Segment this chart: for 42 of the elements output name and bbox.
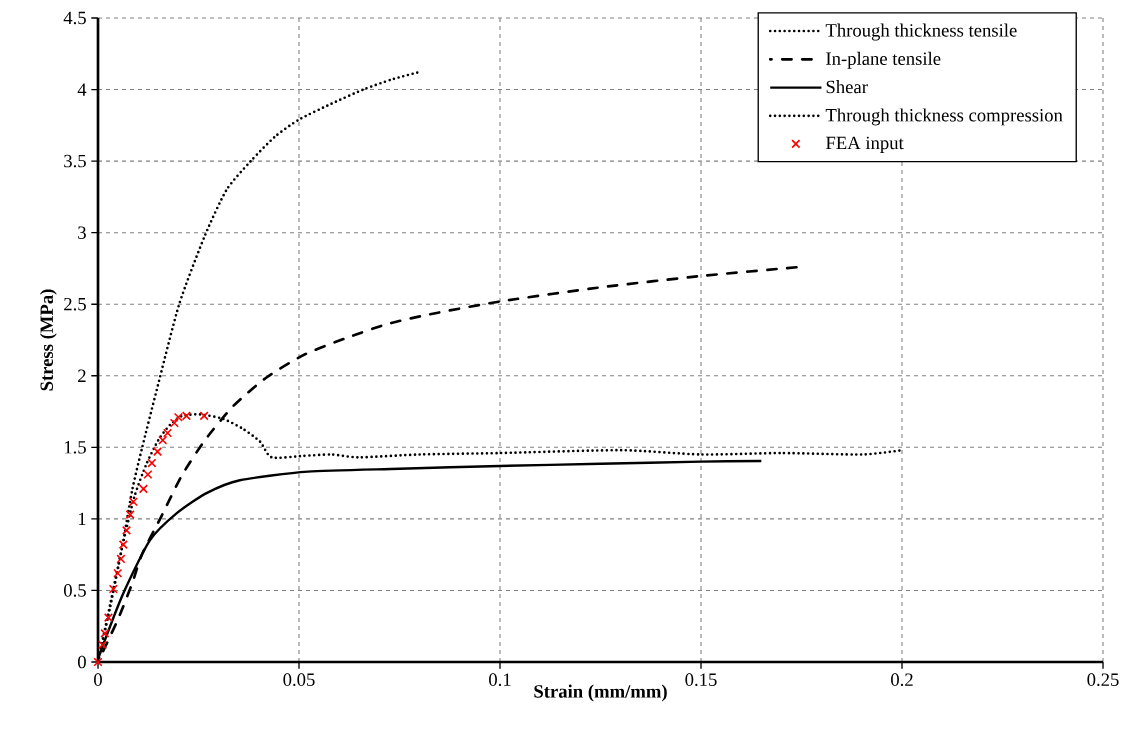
- x-tick-label: 0.15: [685, 673, 717, 687]
- point: [121, 525, 132, 535]
- legend-label: Through thickness tensile: [825, 23, 1017, 41]
- x-tick-label: 0.2: [891, 673, 913, 687]
- point: [113, 568, 123, 578]
- y-axis-title: Stress (MPa): [39, 289, 57, 391]
- y-tick-label: 4: [77, 83, 87, 96]
- point: [100, 628, 110, 638]
- y-tick-label: 2.5: [64, 297, 86, 311]
- y-tick-label: 0: [78, 655, 86, 669]
- point: [162, 428, 173, 438]
- y-tick-label: 3.5: [64, 154, 86, 168]
- point: [147, 458, 157, 468]
- x-tick-label: 0: [94, 673, 102, 686]
- y-tick-label: 2: [78, 369, 86, 382]
- point: [103, 613, 114, 623]
- point: [108, 584, 118, 594]
- y-tick-label: 0.5: [64, 584, 86, 597]
- point: [116, 554, 126, 564]
- y-tick-label: 1: [78, 512, 86, 526]
- x-tick-label: 0.25: [1087, 673, 1119, 687]
- legend-label: Through thickness compression: [825, 108, 1063, 126]
- x-tick-label: 0.1: [489, 673, 511, 687]
- point: [93, 657, 103, 667]
- point: [152, 447, 163, 457]
- legend-label: In-plane tensile: [826, 51, 941, 69]
- legend-label: FEA input: [825, 136, 904, 154]
- point: [128, 497, 138, 507]
- y-tick-label: 1.5: [64, 441, 86, 454]
- point: [199, 411, 209, 421]
- point: [138, 484, 148, 494]
- y-tick-label: 4.5: [63, 11, 86, 25]
- point: [97, 640, 107, 650]
- point: [169, 418, 179, 428]
- x-axis-title: Strain (mm/mm): [534, 684, 667, 702]
- point: [158, 435, 168, 445]
- y-tick-label: 3: [78, 226, 86, 239]
- point: [143, 469, 153, 480]
- x-tick-label: 0.05: [283, 673, 315, 687]
- legend-label: Shear: [826, 80, 868, 94]
- point: [118, 540, 128, 550]
- point: [125, 510, 135, 520]
